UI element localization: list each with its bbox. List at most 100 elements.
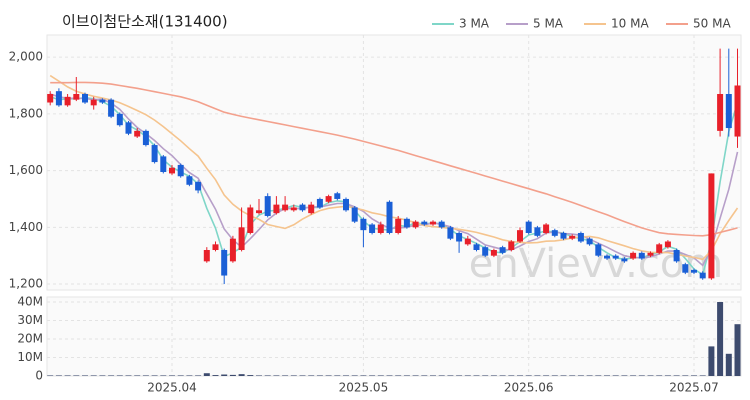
candle-body — [195, 181, 202, 191]
candle-body — [569, 235, 576, 239]
volume-bar — [299, 375, 306, 376]
x-tick-label: 2025.06 — [504, 381, 554, 395]
candle-body — [395, 218, 402, 233]
volume-tick-label: 30M — [17, 313, 43, 327]
candle-body — [282, 204, 289, 211]
candle-body — [490, 250, 497, 256]
volume-tick-label: 40M — [17, 294, 43, 308]
volume-bar — [499, 375, 506, 376]
candle-body — [386, 201, 393, 233]
candle-body — [421, 221, 428, 225]
volume-bar — [238, 374, 245, 376]
candle-body — [299, 204, 306, 211]
volume-bar — [725, 353, 732, 376]
volume-bar — [517, 375, 523, 376]
candle-body — [551, 230, 558, 236]
candle-body — [508, 241, 515, 251]
volume-bar — [247, 375, 254, 376]
candle-body — [238, 227, 245, 251]
candle-body — [99, 99, 106, 103]
candle-body — [125, 122, 132, 134]
candle-body — [464, 238, 471, 245]
volume-bar — [203, 373, 210, 376]
volume-bar — [125, 375, 132, 376]
volume-bar — [273, 375, 280, 376]
volume-bar — [699, 375, 706, 376]
volume-bar — [586, 375, 593, 376]
volume-bars — [47, 301, 741, 376]
volume-bar — [264, 375, 271, 376]
volume-bar — [369, 375, 376, 376]
volume-bar — [360, 375, 367, 376]
volume-bar — [569, 375, 576, 376]
volume-bar — [621, 375, 628, 376]
volume-bar — [708, 346, 715, 376]
volume-bar — [412, 375, 419, 376]
candle-body — [717, 93, 724, 131]
candle-body — [403, 218, 410, 228]
candle-body — [499, 247, 506, 253]
candle-body — [595, 244, 602, 256]
y-tick-label: 1,600 — [9, 163, 43, 177]
volume-bar — [55, 375, 62, 376]
candle-body — [212, 244, 219, 251]
volume-bar — [47, 375, 54, 376]
volume-bar — [447, 375, 454, 376]
candle-body — [256, 210, 262, 214]
candle-body — [47, 93, 54, 103]
candles — [47, 48, 741, 285]
candle-body — [377, 224, 384, 233]
x-tick-label: 2025.07 — [669, 381, 719, 395]
candle-body — [586, 238, 593, 245]
volume-bar — [151, 375, 158, 376]
candle-body — [725, 93, 732, 129]
volume-bar — [464, 375, 471, 376]
volume-bar — [638, 375, 645, 376]
candle-body — [673, 250, 680, 262]
volume-bar — [116, 375, 123, 376]
volume-bar — [551, 375, 558, 376]
x-tick-label: 2025.05 — [339, 381, 389, 395]
volume-bar — [256, 375, 262, 376]
candle-body — [308, 204, 315, 214]
candle-body — [543, 224, 550, 233]
volume-bar — [377, 375, 384, 376]
volume-bar — [108, 375, 115, 376]
volume-bar — [604, 375, 610, 376]
volume-bar — [351, 375, 358, 376]
candle-body — [64, 96, 71, 106]
volume-bar — [534, 375, 541, 376]
volume-bar — [647, 375, 654, 376]
candle-body — [604, 255, 610, 259]
candle-body — [447, 227, 454, 239]
candle-body — [55, 91, 62, 106]
candle-body — [734, 85, 741, 137]
candle-body — [360, 218, 367, 231]
candle-body — [273, 204, 280, 214]
legend-label: 10 MA — [611, 17, 649, 31]
candle-body — [560, 232, 567, 239]
candle-body — [108, 99, 115, 117]
candle-body — [160, 156, 167, 173]
x-tick-label: 2025.04 — [147, 381, 197, 395]
candle-body — [151, 145, 158, 163]
candle-body — [482, 247, 489, 256]
volume-bar — [282, 375, 289, 376]
volume-bar — [456, 375, 463, 376]
candle-body — [525, 221, 532, 233]
legend-label: 5 MA — [533, 17, 564, 31]
volume-bar — [186, 375, 193, 376]
candle-body — [186, 176, 193, 185]
volume-bar — [577, 375, 584, 376]
volume-bar — [508, 375, 515, 376]
volume-bar — [142, 375, 149, 376]
candle-body — [334, 193, 341, 199]
volume-bar — [177, 375, 184, 376]
candle-body — [630, 252, 637, 259]
volume-bar — [421, 375, 428, 376]
ma-line — [49, 93, 739, 267]
candle-body — [577, 232, 584, 242]
candle-body — [691, 269, 697, 273]
volume-bar — [595, 375, 602, 376]
volume-bar — [64, 375, 71, 376]
